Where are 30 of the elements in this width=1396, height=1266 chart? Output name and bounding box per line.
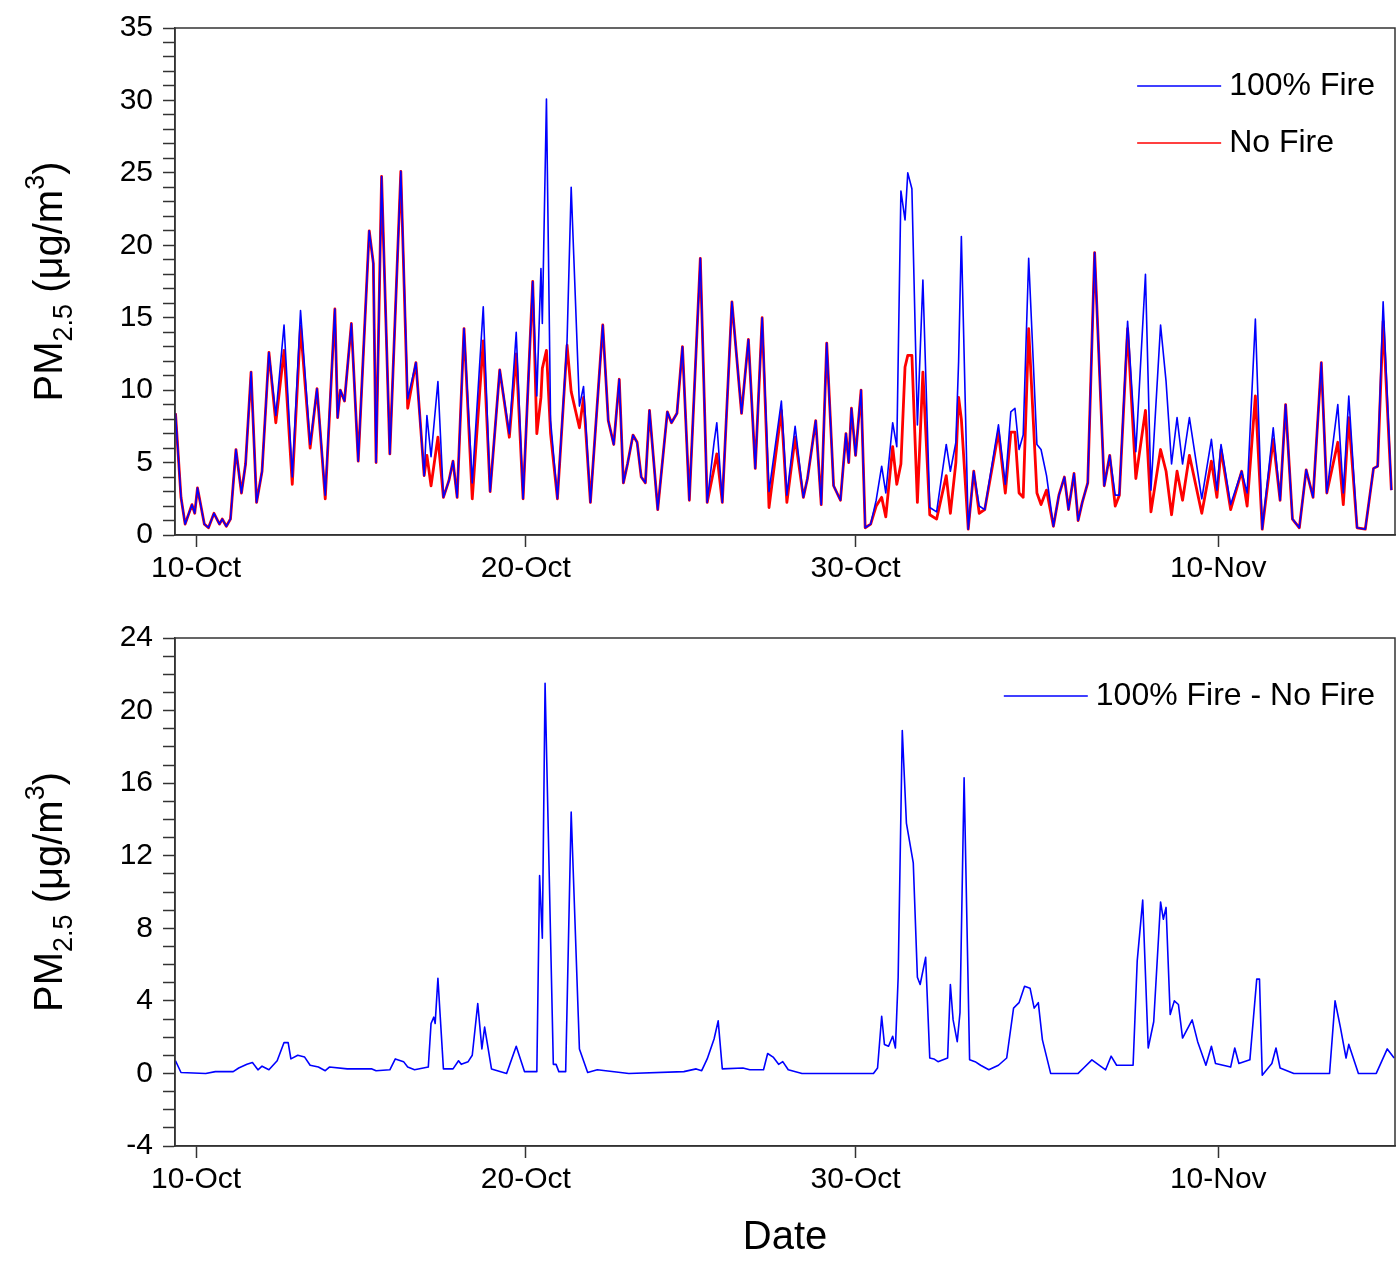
y-tick-label: 4 bbox=[136, 982, 153, 1016]
y-axis-title: PM2.5 (μg/m3) bbox=[20, 161, 78, 402]
y-tick-label: 12 bbox=[119, 836, 153, 870]
x-tick-label: 20-Oct bbox=[480, 1161, 572, 1195]
y-tick-label: 20 bbox=[119, 226, 153, 260]
y-tick-label: 5 bbox=[136, 443, 153, 477]
legend-label: 100% Fire bbox=[1229, 65, 1375, 102]
y-tick-label: 0 bbox=[136, 516, 153, 550]
y-tick-label: 0 bbox=[136, 1054, 153, 1088]
y-tick-label: 30 bbox=[119, 81, 153, 115]
y-tick-label: 20 bbox=[119, 691, 153, 725]
x-tick-label: 10-Nov bbox=[1169, 1161, 1267, 1195]
y-tick-label: 8 bbox=[136, 909, 153, 943]
y-tick-label: 35 bbox=[119, 9, 153, 43]
x-axis-title: Date bbox=[742, 1213, 828, 1258]
x-tick-label: 10-Nov bbox=[1169, 550, 1267, 584]
y-tick-label: 16 bbox=[119, 764, 153, 798]
x-tick-label: 30-Oct bbox=[810, 1161, 902, 1195]
x-tick-label: 10-Oct bbox=[151, 550, 242, 584]
x-tick-label: 10-Oct bbox=[151, 1161, 242, 1195]
y-tick-label: 15 bbox=[119, 298, 153, 332]
legend-label: No Fire bbox=[1229, 122, 1335, 159]
y-tick-label: 10 bbox=[119, 371, 153, 405]
y-tick-label: 25 bbox=[119, 154, 153, 188]
y-tick-label: 24 bbox=[119, 619, 153, 653]
legend-label: 100% Fire - No Fire bbox=[1095, 675, 1375, 712]
x-tick-label: 20-Oct bbox=[480, 550, 572, 584]
y-axis-title: PM2.5 (μg/m3) bbox=[20, 771, 78, 1013]
y-tick-label: -4 bbox=[126, 1127, 153, 1161]
x-tick-label: 30-Oct bbox=[810, 550, 902, 584]
